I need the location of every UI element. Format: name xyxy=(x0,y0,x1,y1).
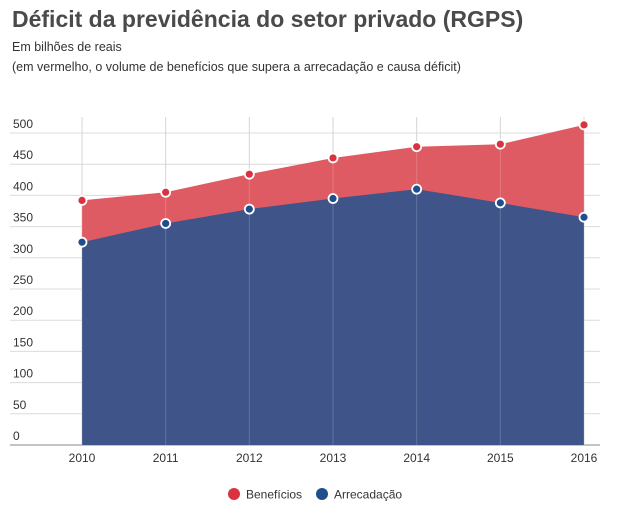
x-tick-label-2013: 2013 xyxy=(320,451,347,465)
point-arrecadacao-2011 xyxy=(160,218,172,229)
point-arrecadacao-2015 xyxy=(494,197,506,209)
y-tick-label-0: 0 xyxy=(13,429,20,443)
point-arrecadacao-2014 xyxy=(411,183,423,195)
x-tick-label-2016: 2016 xyxy=(571,451,598,465)
point-beneficios-2012 xyxy=(243,168,255,180)
y-tick-label-150: 150 xyxy=(13,335,33,349)
legend-label-arrecadacao: Arrecadação xyxy=(334,488,402,502)
y-tick-label-100: 100 xyxy=(13,367,33,381)
legend-marker-arrecadacao xyxy=(316,488,328,500)
x-tick-label-2015: 2015 xyxy=(487,451,514,465)
x-tick-label-2014: 2014 xyxy=(403,451,430,465)
y-tick-label-200: 200 xyxy=(13,304,33,318)
point-arrecadacao-2013 xyxy=(327,193,339,204)
y-tick-label-400: 400 xyxy=(13,179,33,193)
y-tick-label-500: 500 xyxy=(13,117,33,131)
y-tick-label-450: 450 xyxy=(13,148,33,162)
chart-title: Déficit da previdência do setor privado … xyxy=(12,6,524,32)
point-beneficios-2010 xyxy=(76,194,88,206)
point-beneficios-2014 xyxy=(411,141,423,153)
point-arrecadacao-2010 xyxy=(76,236,88,248)
legend-marker-beneficios xyxy=(228,488,240,500)
x-tick-label-2012: 2012 xyxy=(236,451,263,465)
y-tick-label-300: 300 xyxy=(13,242,33,256)
area-arrecadacao xyxy=(82,189,584,445)
point-arrecadacao-2016 xyxy=(578,211,590,223)
point-arrecadacao-2012 xyxy=(243,203,255,215)
y-tick-label-350: 350 xyxy=(13,211,33,225)
y-tick-label-50: 50 xyxy=(13,398,27,412)
x-tick-label-2010: 2010 xyxy=(69,451,96,465)
x-tick-label-2011: 2011 xyxy=(153,451,179,465)
point-beneficios-2011 xyxy=(160,186,172,198)
point-beneficios-2016 xyxy=(578,119,590,131)
chart-subtitle: Em bilhões de reais xyxy=(12,40,122,54)
y-tick-label-250: 250 xyxy=(13,273,33,287)
point-beneficios-2015 xyxy=(494,138,506,150)
chart-note: (em vermelho, o volume de benefícios que… xyxy=(12,60,461,74)
legend-label-beneficios: Benefícios xyxy=(246,488,302,502)
point-beneficios-2013 xyxy=(327,152,339,164)
